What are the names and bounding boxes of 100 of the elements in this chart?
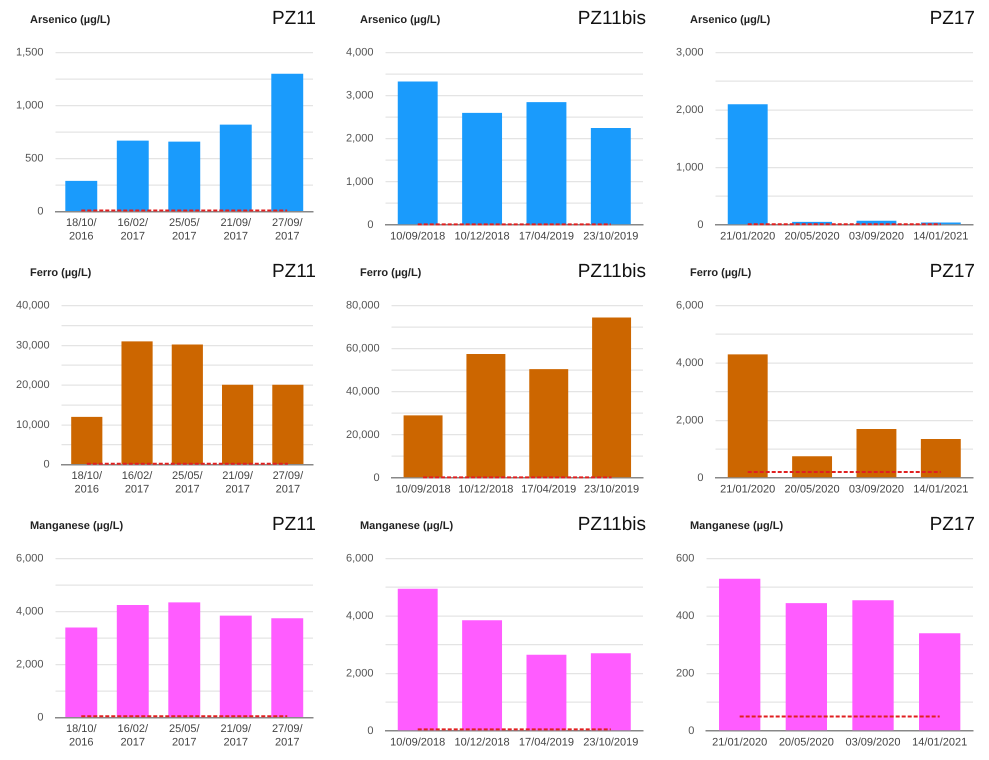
x-tick-label: 20/05/2020 — [784, 230, 840, 242]
y-tick-label: 400 — [676, 610, 694, 622]
y-tick-label: 6,000 — [16, 552, 44, 565]
x-tick-label: 10/12/2018 — [458, 483, 514, 496]
bar — [526, 654, 566, 730]
x-tick-label: 23/10/2019 — [583, 230, 638, 242]
y-tick-label: 200 — [676, 667, 694, 680]
x-tick-label: 25/05/2017 — [168, 217, 200, 242]
bar — [919, 633, 960, 730]
y-tick-label: 4,000 — [16, 606, 44, 618]
x-tick-label: 16/02/2017 — [122, 470, 154, 496]
y-tick-label: 4,000 — [676, 357, 704, 370]
y-tick-label: 0 — [367, 724, 374, 737]
x-tick-label: 27/09/2017 — [272, 723, 304, 748]
x-tick-label: 23/10/2019 — [583, 736, 638, 748]
x-tick-label: 21/09/2017 — [220, 723, 252, 748]
bar — [466, 354, 506, 478]
y-tick-label: 2,000 — [346, 667, 374, 680]
y-tick-label: 30,000 — [16, 339, 50, 352]
x-tick-label: 16/02/2017 — [117, 723, 149, 748]
x-tick-label: 03/09/2020 — [848, 230, 904, 242]
y-tick-label: 0 — [37, 206, 44, 218]
y-tick-label: 80,000 — [346, 300, 380, 312]
bar — [398, 588, 438, 730]
y-tick-label: 40,000 — [346, 386, 380, 398]
x-tick-label: 20/05/2020 — [778, 736, 834, 748]
y-tick-label: 10,000 — [16, 418, 50, 431]
x-tick-label: 14/01/2021 — [912, 736, 968, 748]
chart-subtitle: PZ11 — [272, 261, 316, 283]
bar — [590, 653, 631, 730]
x-tick-label: 21/09/2017 — [222, 470, 254, 496]
y-tick-label: 0 — [37, 712, 44, 724]
x-tick-label: 18/10/2016 — [71, 470, 104, 496]
y-tick-label: 500 — [25, 152, 44, 165]
chart-title: Ferro (µg/L) — [690, 267, 752, 279]
y-tick-label: 6,000 — [676, 300, 704, 312]
y-tick-label: 1,500 — [16, 46, 44, 59]
x-tick-label: 27/09/2017 — [272, 217, 304, 242]
chart-title: Arsenico (µg/L) — [690, 14, 770, 26]
x-tick-label: 21/09/2017 — [220, 217, 252, 242]
x-tick-label: 10/09/2018 — [390, 736, 446, 748]
x-tick-label: 17/04/2019 — [518, 230, 574, 242]
bar — [852, 600, 894, 730]
y-tick-label: 0 — [688, 724, 694, 737]
y-tick-label: 3,000 — [346, 90, 374, 102]
bar — [404, 415, 443, 478]
bar — [590, 128, 631, 224]
bar — [71, 416, 102, 464]
chart-title: Manganese (µg/L) — [30, 520, 124, 532]
chart-subtitle: PZ11bis — [578, 8, 646, 30]
bar — [786, 603, 828, 730]
chart-title: Arsenico (µg/L) — [360, 14, 440, 26]
y-tick-label: 4,000 — [346, 46, 374, 59]
chart-title: Ferro (µg/L) — [360, 267, 422, 279]
chart-title: Manganese (µg/L) — [360, 520, 454, 532]
bar — [920, 439, 961, 478]
bar — [529, 369, 568, 478]
y-tick-label: 2,000 — [346, 132, 374, 145]
y-tick-label: 0 — [697, 472, 704, 484]
y-tick-label: 2,000 — [16, 658, 44, 671]
x-tick-label: 14/01/2021 — [913, 230, 968, 242]
chart-subtitle: PZ17 — [930, 8, 975, 30]
bar — [121, 341, 153, 464]
y-tick-label: 1,000 — [16, 100, 44, 112]
bar — [220, 124, 252, 211]
y-tick-label: 0 — [374, 472, 380, 484]
y-tick-label: 0 — [44, 458, 50, 471]
x-tick-label: 21/01/2020 — [712, 736, 768, 748]
y-tick-label: 20,000 — [346, 428, 380, 441]
y-tick-label: 0 — [697, 218, 704, 231]
bar — [792, 456, 832, 478]
x-tick-label: 21/01/2020 — [720, 230, 776, 242]
x-tick-label: 18/10/2016 — [66, 217, 98, 242]
x-tick-label: 10/12/2018 — [454, 230, 510, 242]
bar — [526, 102, 566, 224]
x-tick-label: 27/09/2017 — [272, 470, 304, 496]
y-tick-label: 20,000 — [16, 379, 50, 392]
chart-subtitle: PZ11 — [272, 8, 316, 30]
bar — [728, 354, 768, 478]
bar — [168, 142, 200, 211]
x-tick-label: 10/12/2018 — [454, 736, 510, 748]
x-tick-label: 16/02/2017 — [117, 217, 149, 242]
y-tick-label: 3,000 — [676, 46, 704, 59]
x-tick-label: 25/05/2017 — [168, 723, 200, 748]
bar — [462, 620, 502, 730]
bar — [719, 578, 760, 730]
chart-subtitle: PZ17 — [930, 514, 975, 536]
bar — [172, 344, 203, 464]
x-tick-label: 23/10/2019 — [584, 483, 640, 496]
y-tick-label: 1,000 — [676, 161, 704, 174]
x-tick-label: 20/05/2020 — [784, 483, 840, 496]
y-tick-label: 600 — [676, 552, 694, 565]
x-tick-label: 25/05/2017 — [172, 470, 204, 496]
y-tick-label: 2,000 — [676, 414, 704, 426]
x-tick-label: 17/04/2019 — [518, 736, 574, 748]
chart-title: Manganese (µg/L) — [690, 520, 784, 532]
x-tick-label: 14/01/2021 — [913, 483, 968, 496]
x-tick-label: 18/10/2016 — [66, 723, 98, 748]
x-tick-label: 10/09/2018 — [396, 483, 451, 496]
y-tick-label: 1,000 — [346, 176, 374, 188]
